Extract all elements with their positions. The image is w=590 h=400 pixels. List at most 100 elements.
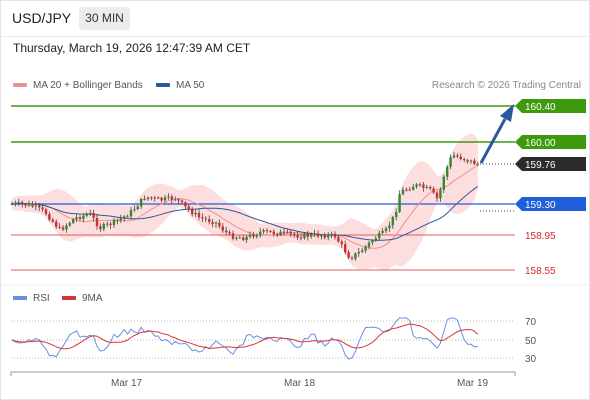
candle-body bbox=[21, 202, 24, 205]
rsi-9ma-line bbox=[11, 323, 479, 350]
level-tag-159-76: 159.76 bbox=[515, 157, 586, 171]
candle-body bbox=[68, 222, 71, 226]
candle-body bbox=[276, 233, 279, 235]
candle-body bbox=[313, 233, 316, 235]
candle-body bbox=[299, 237, 303, 239]
candle-body bbox=[357, 251, 360, 254]
candle-body bbox=[163, 197, 167, 201]
candle-body bbox=[231, 233, 235, 239]
candle-body bbox=[201, 217, 204, 219]
candle-body bbox=[439, 189, 442, 199]
candle-body bbox=[44, 209, 48, 215]
candle-body bbox=[323, 235, 326, 238]
candle-body bbox=[378, 232, 381, 239]
candle-body bbox=[85, 214, 88, 216]
candle-body bbox=[344, 244, 347, 253]
candle-body bbox=[75, 217, 78, 220]
candle-body bbox=[265, 230, 269, 232]
legend-9ma: 9MA bbox=[62, 293, 103, 304]
candle-body bbox=[337, 237, 340, 242]
candle-body bbox=[10, 203, 14, 205]
candle-body bbox=[27, 203, 31, 206]
candlesticks bbox=[10, 151, 479, 261]
rsi-label: RSI bbox=[33, 293, 50, 304]
candle-body bbox=[282, 231, 286, 233]
candle-body bbox=[184, 202, 187, 207]
candle-body bbox=[51, 219, 54, 222]
legend-ma20: MA 20 + Bollinger Bands bbox=[13, 80, 143, 91]
candle-body bbox=[170, 196, 173, 200]
candle-body bbox=[371, 240, 374, 243]
candle-body bbox=[398, 194, 401, 212]
candle-body bbox=[129, 210, 133, 217]
candle-body bbox=[191, 209, 194, 215]
candle-body bbox=[374, 238, 377, 241]
candle-body bbox=[82, 215, 85, 219]
candle-body bbox=[262, 230, 265, 232]
candle-body bbox=[364, 246, 367, 251]
legend-rsi: RSI bbox=[13, 293, 50, 304]
candle-body bbox=[197, 212, 201, 218]
candle-body bbox=[136, 206, 139, 210]
candle-body bbox=[259, 231, 262, 235]
candle-body bbox=[381, 230, 384, 233]
rsi-line bbox=[11, 317, 478, 360]
candle-body bbox=[89, 212, 92, 215]
candle-body bbox=[58, 226, 61, 228]
candle-body bbox=[405, 189, 408, 191]
candle-body bbox=[320, 235, 323, 237]
candle-body bbox=[24, 204, 27, 206]
candle-body bbox=[316, 233, 320, 237]
candle-body bbox=[466, 160, 469, 162]
copyright-label: Research © 2026 Trading Central bbox=[431, 80, 581, 91]
9ma-swatch bbox=[62, 296, 76, 301]
candle-body bbox=[140, 198, 143, 207]
candle-body bbox=[422, 184, 425, 188]
level-tag-159-30: 159.30 bbox=[515, 197, 586, 211]
candle-body bbox=[255, 234, 258, 237]
chart-header: USD/JPY 30 MIN bbox=[0, 0, 590, 36]
candle-body bbox=[143, 198, 146, 200]
candle-body bbox=[245, 236, 248, 241]
candle-body bbox=[327, 234, 330, 238]
rsi-swatch bbox=[13, 296, 27, 301]
candle-body bbox=[146, 197, 150, 200]
candle-body bbox=[303, 233, 306, 239]
ma20-swatch bbox=[13, 83, 27, 88]
candle-body bbox=[446, 166, 449, 177]
x-tick-mar-19: Mar 19 bbox=[457, 378, 489, 389]
candle-body bbox=[150, 197, 153, 199]
candle-body bbox=[272, 231, 275, 234]
candle-body bbox=[425, 186, 428, 188]
candle-body bbox=[391, 217, 394, 226]
candle-body bbox=[167, 196, 170, 198]
timeframe-button[interactable]: 30 MIN bbox=[79, 7, 130, 30]
candle-body bbox=[174, 199, 177, 201]
candle-body bbox=[235, 237, 238, 239]
candle-body bbox=[187, 206, 190, 210]
candle-body bbox=[415, 184, 418, 187]
candle-body bbox=[469, 160, 473, 162]
x-tick-mar-18: Mar 18 bbox=[284, 378, 316, 389]
ma50-label: MA 50 bbox=[176, 80, 205, 91]
candle-body bbox=[177, 199, 180, 201]
bollinger-band bbox=[12, 133, 478, 271]
candle-body bbox=[269, 231, 272, 233]
rsi-tick-30: 30 bbox=[525, 354, 537, 365]
candle-body bbox=[401, 189, 405, 195]
candle-body bbox=[218, 222, 221, 227]
header-divider bbox=[0, 36, 590, 37]
ma20-line bbox=[11, 163, 479, 249]
candle-body bbox=[214, 222, 218, 224]
ma20-label: MA 20 + Bollinger Bands bbox=[33, 80, 143, 91]
candle-body bbox=[92, 212, 95, 218]
candle-body bbox=[333, 233, 337, 238]
candle-body bbox=[61, 227, 65, 230]
candle-body bbox=[296, 235, 299, 238]
candle-body bbox=[95, 217, 99, 227]
ma50-swatch bbox=[156, 83, 170, 88]
candle-body bbox=[34, 205, 37, 207]
candle-body bbox=[340, 241, 343, 245]
candle-body bbox=[38, 205, 41, 208]
